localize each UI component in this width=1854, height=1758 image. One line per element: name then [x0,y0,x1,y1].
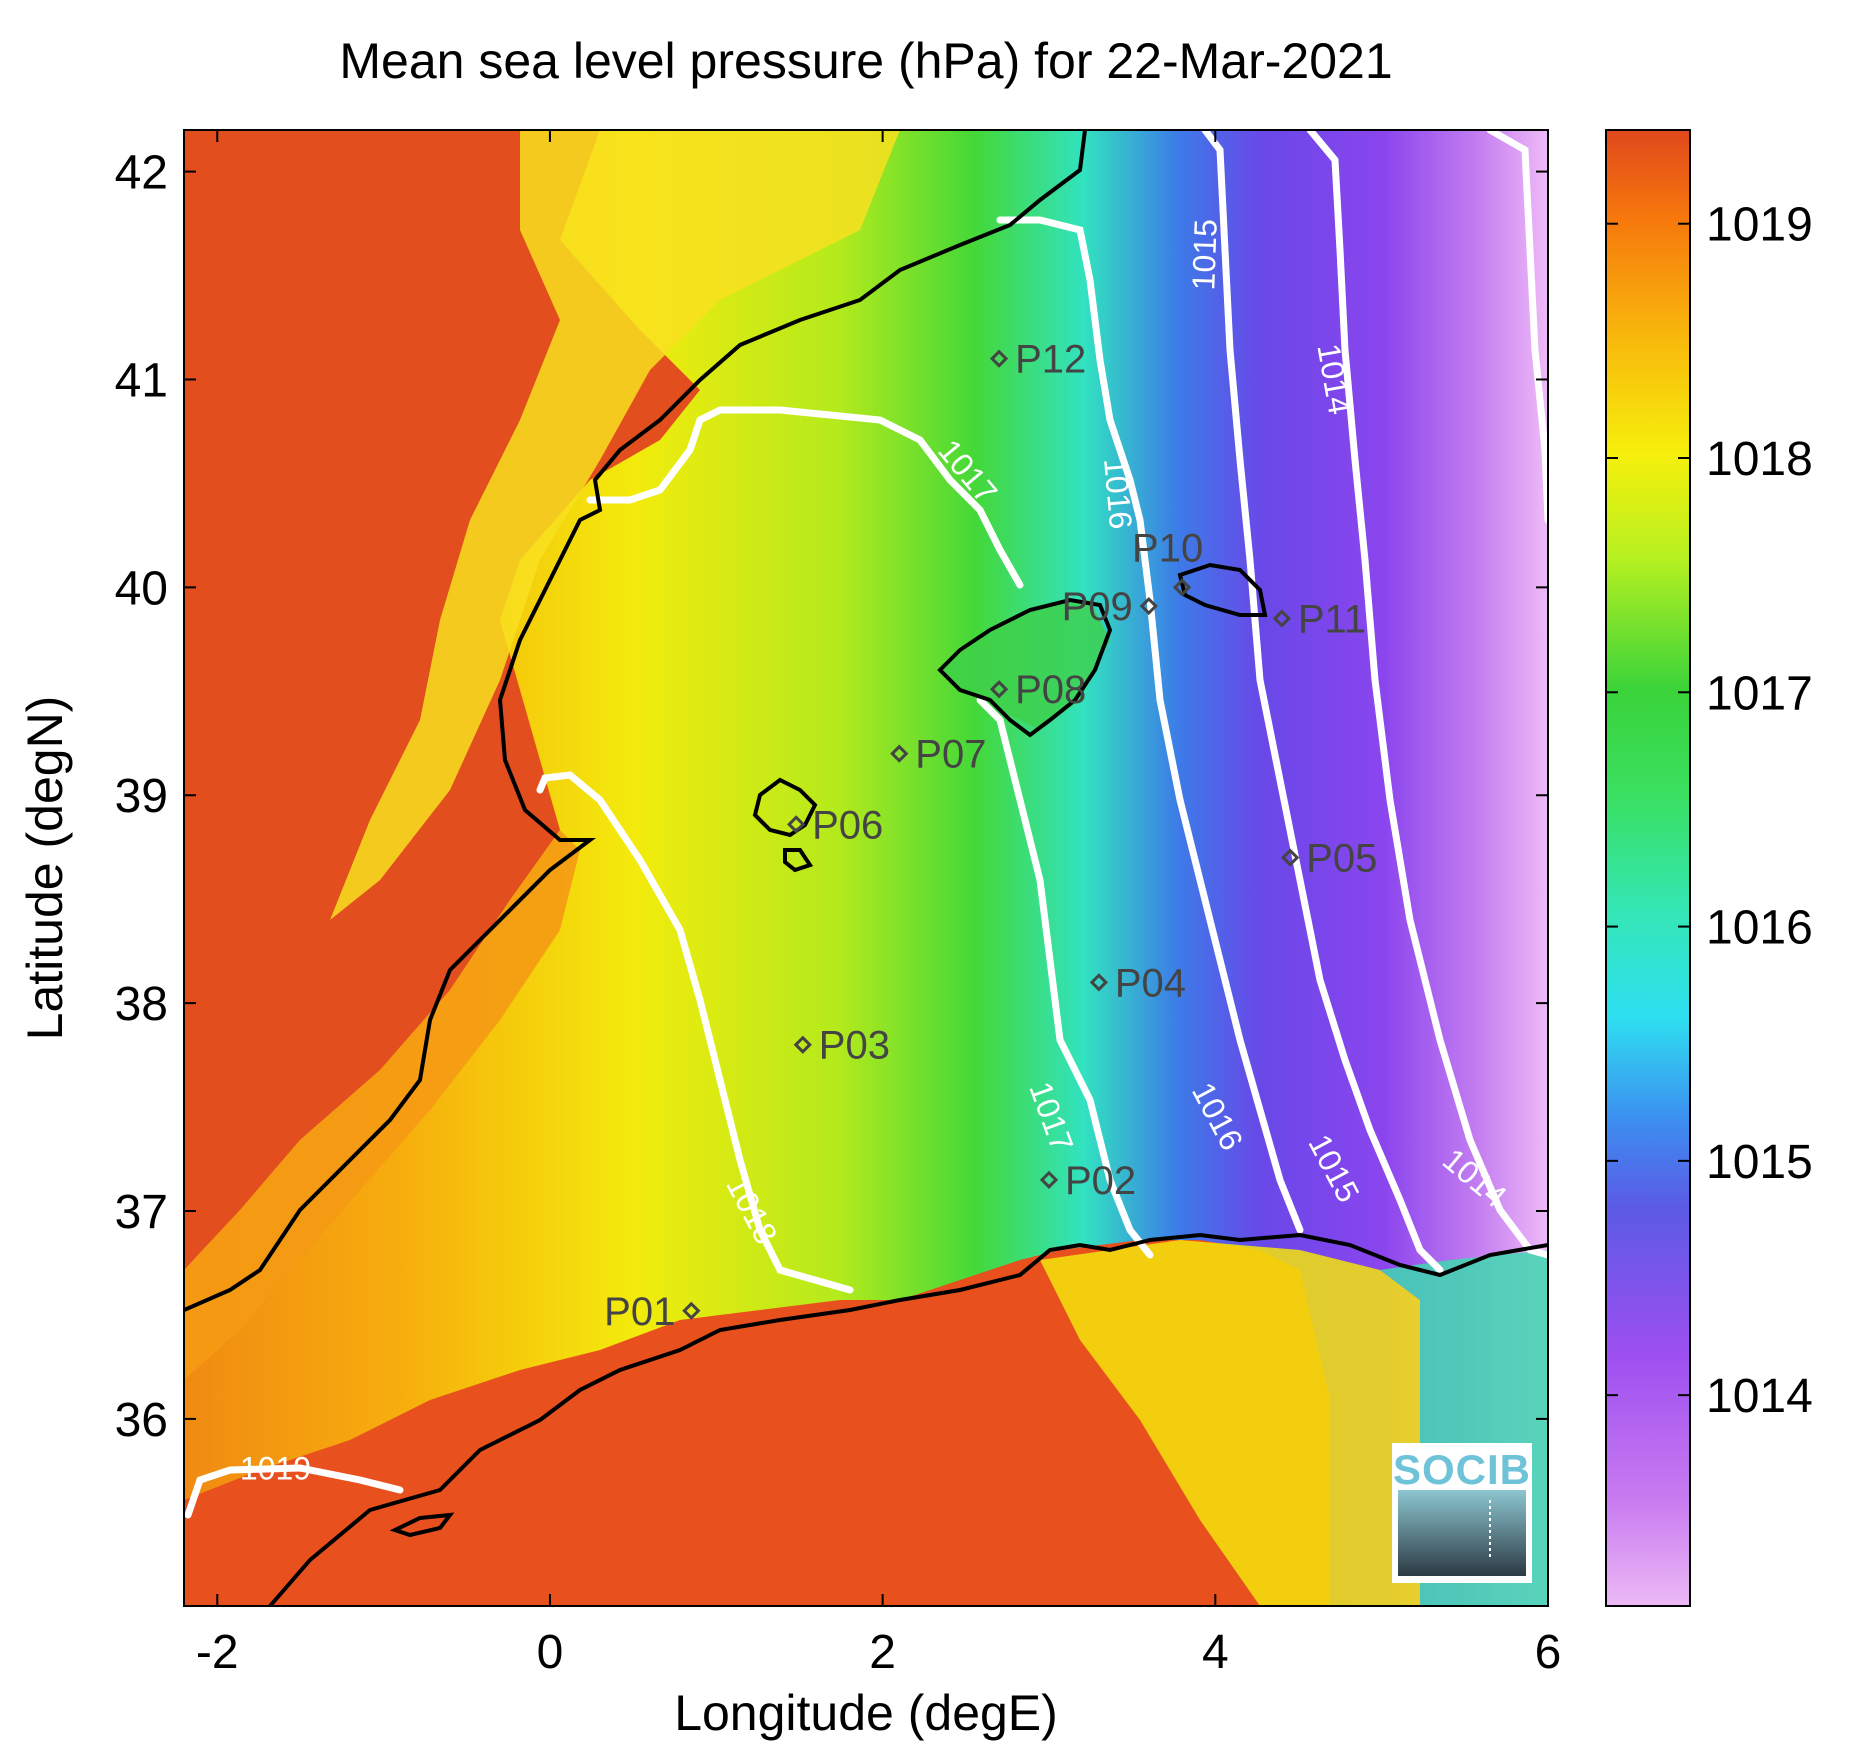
station-marker [787,815,806,834]
station-marker [682,1301,701,1320]
station-marker [1272,609,1291,628]
station-label: P03 [819,1024,890,1068]
colorbar: 1014 1015 1016 1017 1018 1019 [1605,129,1813,1607]
coastlines [184,130,1548,1606]
station-label: P07 [915,733,986,777]
station-label: P11 [1298,598,1366,642]
africa-east-land [1040,1240,1420,1606]
station-markers: P01 P02 P03 P04 P05 P06 P07 P08 P09 P10 P11 P12 [604,338,1377,1334]
station-label: P01 [604,1290,675,1334]
station-marker [989,349,1009,368]
station-label: P12 [1015,338,1086,382]
colorbar-tick-label: 1016 [1706,902,1813,955]
contour-1017-inner [976,696,1154,1259]
contour-1019 [184,1464,404,1519]
y-tick-label: 42 [115,147,168,200]
contour-1014 [1486,130,1548,524]
y-tick-label: 37 [115,1186,168,1239]
station-marker [989,680,1009,699]
station-marker [1089,973,1109,992]
station-marker [1039,1170,1059,1189]
alboran-coast [389,1512,455,1538]
x-axis-label: Longitude (degE) [674,1685,1058,1741]
station-label: P10 [1132,526,1203,570]
station-label: P08 [1015,668,1086,712]
contour-1018-north [586,406,1024,589]
x-tick-label: 4 [1202,1626,1229,1679]
ibiza-coast [752,777,818,838]
colorbar-tick-label: 1017 [1706,667,1813,720]
station-label: P04 [1115,961,1186,1005]
y-axis-ticks: 36 37 38 39 40 41 42 [115,147,1548,1447]
contour-label: 1016 [1097,457,1139,531]
map-area [184,130,1548,1606]
x-tick-label: 0 [537,1626,564,1679]
iberian-coastline [184,130,1087,1312]
station-marker [793,1035,812,1054]
contour-label: 1019 [240,1450,311,1486]
x-axis-ticks: -2 0 2 4 6 [196,130,1561,1679]
colorbar-tick-label: 1019 [1706,199,1813,252]
socib-logo: SOCIB [1392,1443,1532,1583]
y-axis-label: Latitude (degN) [17,696,73,1041]
african-coastline [268,1232,1548,1606]
mallorca-coast [937,597,1113,738]
station-label: P09 [1062,585,1133,629]
africa-land [184,1240,1330,1606]
y-tick-label: 40 [115,562,168,615]
colorbar-gradient [1605,129,1691,1607]
contour-1016 [1201,130,1444,1274]
y-tick-label: 39 [115,770,168,823]
colorbar-ticks: 1014 1015 1016 1017 1018 1019 [1606,199,1813,1423]
formentera-coast [783,848,814,873]
logo-text: SOCIB [1393,1446,1531,1493]
y-tick-label: 38 [115,978,168,1031]
y-tick-label: 36 [115,1394,168,1447]
contour-1018 [536,771,854,1294]
x-tick-label: 2 [869,1626,896,1679]
colorbar-tick-label: 1018 [1706,433,1813,486]
colorbar-tick-label: 1014 [1706,1370,1813,1423]
chart-title: Mean sea level pressure (hPa) for 22-Mar… [339,33,1392,89]
contour-label: 1015 [1185,218,1223,290]
station-marker [1172,578,1192,597]
station-label: P05 [1306,837,1377,881]
x-tick-label: -2 [196,1626,239,1679]
iberia-coastal-plain [184,830,580,1380]
menorca-coast [1177,562,1268,617]
y-tick-label: 41 [115,354,168,407]
x-tick-label: 6 [1535,1626,1562,1679]
map-frame [183,129,1549,1607]
station-marker [890,744,909,763]
station-label: P02 [1065,1159,1136,1203]
iberia-highland [330,130,900,920]
station-marker [1281,848,1300,867]
station-marker [1139,596,1158,616]
colorbar-tick-label: 1015 [1706,1136,1813,1189]
station-label: P06 [812,803,883,847]
contour-1015 [1306,130,1548,1259]
